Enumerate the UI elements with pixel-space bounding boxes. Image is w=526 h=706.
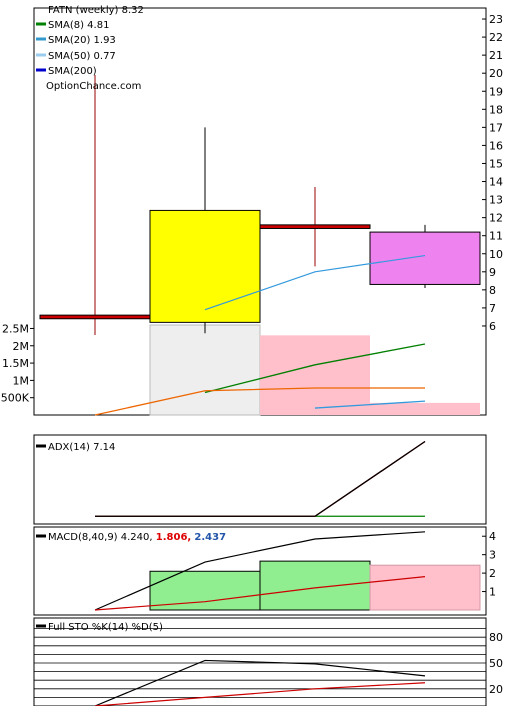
volume-average-line [94, 387, 425, 416]
sto-panel [94, 659, 426, 706]
macd-label-text: MACD(8,40,9) 4.240, 1.806, 2.437 [48, 532, 226, 543]
sto-legend: Full STO %K(14) %D(5) [36, 622, 163, 633]
legend-sma20: SMA(20) 1.93 [48, 35, 116, 46]
candle-body [39, 314, 151, 320]
macd-histogram-bar [259, 560, 371, 611]
axis-ticks: 67891011121314151617181920212223500K1M1.… [1, 13, 503, 696]
volume-average-line [314, 400, 426, 409]
volume-tick-label: 500K [1, 392, 30, 405]
volume-tick-label: 1.5M [2, 357, 29, 370]
legend-ticker: FATN (weekly) 8.32 [48, 5, 144, 16]
candle-body [369, 231, 481, 285]
adx-line [95, 440, 426, 517]
price-tick-label: 10 [489, 248, 503, 261]
volume-bar [149, 324, 261, 416]
adx-legend: ADX(14) 7.14 [36, 442, 115, 453]
adx-panel [95, 440, 426, 517]
macd-tick-label: 3 [489, 549, 496, 562]
price-tick-label: 18 [489, 103, 503, 116]
sto-label: Full STO %K(14) %D(5) [48, 622, 163, 633]
macd-hist-value: 2.437 [194, 532, 226, 543]
gridlines [34, 628, 486, 698]
price-tick-label: 9 [489, 266, 496, 279]
macd-tick-label: 4 [489, 530, 496, 543]
price-tick-label: 21 [489, 49, 503, 62]
price-tick-label: 22 [489, 31, 503, 44]
legend-sma8: SMA(8) 4.81 [48, 20, 109, 31]
price-tick-label: 23 [489, 13, 503, 26]
price-tick-label: 15 [489, 157, 503, 170]
sto-d-line [94, 682, 426, 706]
candle-body [149, 209, 261, 323]
sto-tick-label: 20 [489, 683, 503, 696]
macd-legend: MACD(8,40,9) 4.240, 1.806, 2.437 [36, 532, 226, 543]
price-tick-label: 8 [489, 284, 496, 297]
volume-bar [370, 402, 480, 415]
legend-sma50: SMA(50) 0.77 [48, 51, 116, 62]
volume-panel [94, 324, 480, 416]
sto-k-line [94, 659, 426, 706]
adx-label: ADX(14) 7.14 [48, 442, 115, 453]
macd-signal-value: 1.806, [156, 532, 191, 543]
macd-tick-label: 2 [489, 567, 496, 580]
volume-tick-label: 1M [13, 374, 30, 387]
macd-panel [94, 531, 481, 611]
volume-average-line [204, 343, 426, 394]
volume-tick-label: 2.5M [2, 322, 29, 335]
price-tick-label: 19 [489, 85, 503, 98]
price-tick-label: 14 [489, 176, 503, 189]
macd-label: MACD(8,40,9) 4.240, [48, 532, 153, 543]
price-tick-label: 20 [489, 67, 503, 80]
price-tick-label: 11 [489, 230, 503, 243]
macd-signal-line [94, 576, 426, 611]
sma8-line [204, 254, 426, 311]
candle-body [259, 224, 371, 229]
macd-histogram-bar [369, 564, 481, 611]
price-tick-label: 6 [489, 320, 496, 333]
price-tick-label: 12 [489, 212, 503, 225]
macd-line [94, 531, 426, 611]
price-panel [39, 75, 481, 335]
legend: FATN (weekly) 8.32 SMA(8) 4.81 SMA(20) 1… [36, 5, 144, 92]
volume-bar [260, 335, 370, 415]
price-tick-label: 16 [489, 139, 503, 152]
adx-frame [33, 434, 487, 525]
sto-tick-label: 80 [489, 631, 503, 644]
volume-tick-label: 2M [13, 340, 30, 353]
macd-tick-label: 1 [489, 586, 496, 599]
price-tick-label: 17 [489, 121, 503, 134]
legend-sma200: SMA(200) [48, 66, 97, 77]
price-tick-label: 13 [489, 194, 503, 207]
sto-tick-label: 50 [489, 657, 503, 670]
price-tick-label: 7 [489, 302, 496, 315]
legend-source: OptionChance.com [46, 81, 141, 92]
